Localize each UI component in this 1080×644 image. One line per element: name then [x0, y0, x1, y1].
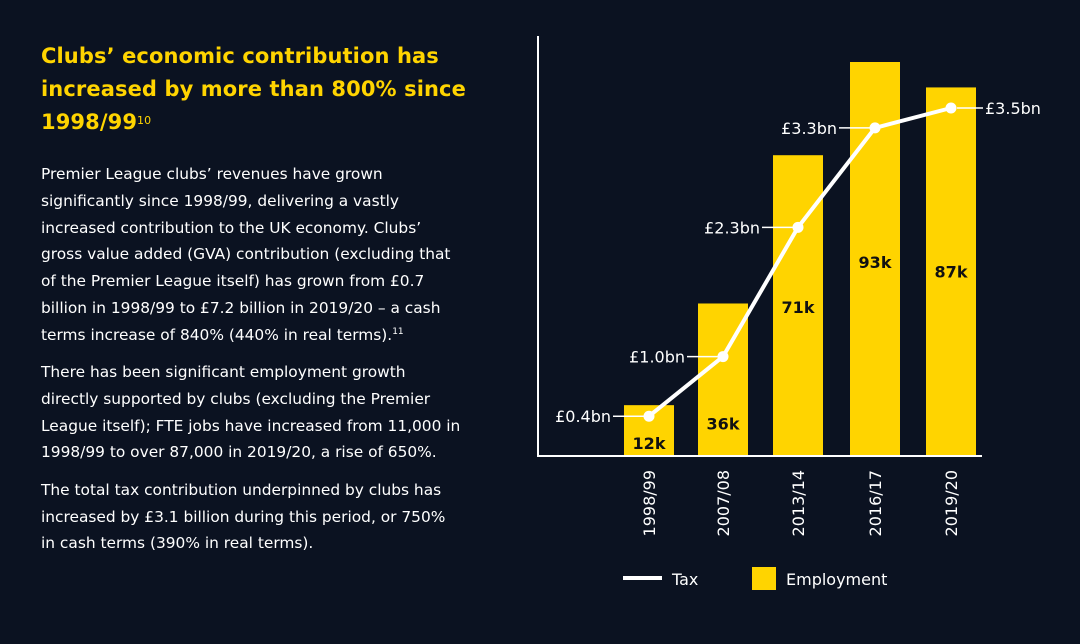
tax-value-label: £0.4bn: [555, 407, 611, 426]
tax-point: [643, 410, 655, 422]
bar-value-label: 12k: [633, 434, 666, 453]
tax-point: [945, 102, 957, 114]
x-tick-label: 2007/08: [714, 470, 733, 536]
heading-text: Clubs’ economic contribution has increas…: [41, 44, 466, 134]
x-tick-label: 2016/17: [866, 470, 885, 536]
bar-value-label: 87k: [935, 262, 968, 281]
tax-point: [717, 351, 729, 363]
paragraph-gva: Premier League clubs’ revenues have grow…: [41, 161, 461, 349]
x-tick-label: 2019/20: [942, 470, 961, 536]
paragraph-text: The total tax contribution underpinned b…: [41, 480, 446, 553]
heading-footnote: 10: [137, 114, 152, 127]
paragraph-tax: The total tax contribution underpinned b…: [41, 477, 461, 557]
tax-value-label: £2.3bn: [704, 218, 760, 237]
x-tick-label: 1998/99: [640, 470, 659, 536]
body-text: Premier League clubs’ revenues have grow…: [41, 161, 461, 568]
bar-employment: [926, 87, 976, 455]
paragraph-text: There has been significant employment gr…: [41, 363, 461, 462]
bar-value-label: 36k: [707, 414, 740, 433]
tax-value-label: £3.3bn: [781, 119, 837, 138]
legend-employment-swatch: [752, 567, 776, 590]
legend-employment-label: Employment: [786, 570, 887, 589]
tax-point: [869, 122, 881, 134]
tax-point: [792, 221, 804, 233]
tax-value-label: £1.0bn: [629, 348, 685, 367]
bar-value-label: 93k: [859, 253, 892, 272]
paragraph-employment: There has been significant employment gr…: [41, 359, 461, 466]
legend-tax-label: Tax: [671, 570, 698, 589]
paragraph-text: Premier League clubs’ revenues have grow…: [41, 165, 451, 344]
x-tick-label: 2013/14: [789, 470, 808, 536]
page-heading: Clubs’ economic contribution has increas…: [41, 40, 481, 139]
paragraph-footnote: 11: [392, 326, 404, 337]
tax-value-label: £3.5bn: [985, 99, 1041, 118]
bar-value-label: 71k: [782, 298, 815, 317]
